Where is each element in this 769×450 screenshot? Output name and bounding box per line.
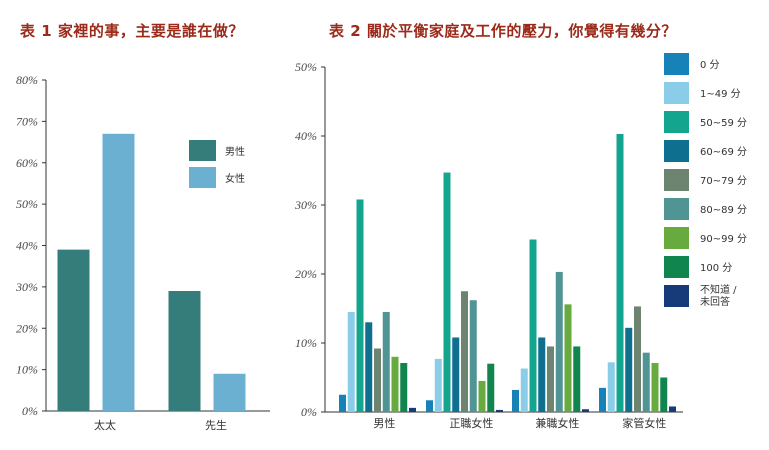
chart2-legend-label-8: 不知道 /: [700, 283, 737, 296]
chart2-legend-label-7: 100 分: [700, 262, 732, 274]
chart2-bar-8-1: [496, 409, 503, 412]
chart2-bar-5-3: [642, 352, 650, 412]
chart2-legend-swatch-2: [664, 111, 689, 133]
chart2-bar-7-3: [660, 377, 668, 412]
chart2-bar-6-2: [564, 304, 572, 412]
chart2-legend-swatch-1: [664, 82, 689, 104]
chart2-bar-0-2: [512, 389, 519, 412]
chart2-legend-swatch-0: [664, 53, 689, 75]
chart2-bar-7-0: [400, 363, 408, 412]
chart2-legend-label-0: 0 分: [700, 59, 720, 71]
chart2-y-tick-label: 30%: [294, 198, 317, 212]
chart2-category-label: 正職女性: [449, 416, 493, 430]
chart2-bar-7-1: [487, 363, 495, 412]
chart1-y-tick-label: 60%: [16, 156, 38, 170]
chart2-category-label: 兼職女性: [535, 416, 579, 430]
chart1-category-label: 太太: [94, 419, 116, 432]
chart2-legend-label-3: 60~69 分: [700, 146, 747, 158]
chart1-y-tick-label: 80%: [16, 73, 38, 87]
chart1-y-tick-label: 70%: [16, 114, 38, 128]
chart2-bar-1-1: [434, 358, 442, 412]
chart2-bar-4-2: [547, 346, 554, 412]
chart2-y-tick-label: 0%: [301, 405, 317, 419]
chart2-bar-5-1: [469, 300, 477, 412]
chart1-bar-1-0: [102, 133, 135, 411]
chart1-bar-0-0: [57, 249, 90, 411]
chart1-legend-label-0: 男性: [225, 145, 245, 158]
chart2-y-tick-label: 40%: [295, 129, 317, 143]
chart2-legend-label-2: 50~59 分: [700, 117, 747, 129]
chart2-legend-swatch-3: [664, 140, 689, 162]
chart2-y-tick-label: 20%: [295, 267, 317, 281]
chart1-bar-0-1: [168, 291, 201, 411]
chart1-y-tick-label: 10%: [16, 363, 38, 377]
chart2-legend-swatch-8: [664, 285, 689, 307]
chart2-y-tick-label: 50%: [295, 60, 317, 74]
chart2-bar-8-0: [409, 407, 416, 412]
chart2-bar-3-1: [452, 337, 460, 412]
chart2-bar-3-3: [625, 327, 633, 412]
chart2-bar-2-2: [529, 239, 537, 412]
chart1-category-label: 先生: [205, 418, 227, 432]
chart2-legend-label-1: 1~49 分: [700, 88, 741, 100]
chart2-bar-7-2: [573, 346, 581, 412]
chart2-category-label: 家管女性: [622, 416, 666, 430]
chart1-legend-swatch-0: [189, 140, 216, 161]
chart2-bar-3-0: [365, 322, 373, 412]
chart2-bar-1-2: [520, 368, 528, 412]
chart2-legend-label-8: 未回答: [700, 295, 730, 308]
chart2-bar-0-1: [426, 400, 433, 412]
chart2-legend-label-5: 80~89 分: [700, 204, 747, 216]
chart2-bar-5-0: [382, 311, 390, 412]
chart2-legend-swatch-7: [664, 256, 689, 278]
chart1-y-tick-label: 20%: [16, 321, 38, 335]
chart1-y-tick-label: 50%: [16, 197, 38, 211]
chart2-bar-8-2: [582, 409, 589, 412]
chart2-bar-2-0: [356, 199, 364, 412]
chart2-bar-2-3: [616, 133, 624, 412]
chart1-y-tick-label: 0%: [22, 404, 38, 418]
chart1-y-tick-label: 40%: [16, 239, 38, 253]
chart2-bar-6-1: [478, 380, 486, 412]
chart2-bar-4-3: [634, 306, 641, 412]
chart2-bar-6-3: [651, 363, 659, 412]
chart1-legend-swatch-1: [189, 167, 216, 188]
chart2-bar-4-1: [461, 291, 468, 412]
chart2-legend-swatch-5: [664, 198, 689, 220]
chart2-legend-label-4: 70~79 分: [700, 175, 747, 187]
chart2-bar-1-0: [347, 311, 355, 412]
chart1-title: 表 1 家裡的事，主要是誰在做？: [20, 22, 244, 40]
chart2-bar-3-2: [538, 337, 546, 412]
chart2-bar-8-3: [669, 406, 676, 412]
chart2-y-tick-label: 10%: [295, 336, 317, 350]
chart2-bar-6-0: [391, 356, 399, 412]
chart2-legend-label-6: 90~99 分: [700, 233, 747, 245]
chart2-legend-swatch-6: [664, 227, 689, 249]
chart2-bar-0-3: [599, 387, 606, 412]
chart1-bar-1-1: [213, 373, 246, 411]
chart1-legend-label-1: 女性: [225, 172, 245, 185]
chart2-category-label: 男性: [373, 416, 395, 430]
chart2-bar-0-0: [339, 394, 346, 412]
chart1-y-tick-label: 30%: [15, 280, 38, 294]
chart2-legend-swatch-4: [664, 169, 689, 191]
chart2-bar-5-2: [555, 271, 563, 412]
chart2-bar-1-3: [607, 362, 615, 412]
chart2-bar-2-1: [443, 172, 451, 412]
chart2-title: 表 2 關於平衡家庭及工作的壓力，你覺得有幾分？: [329, 22, 677, 40]
chart2-bar-4-0: [374, 348, 381, 412]
